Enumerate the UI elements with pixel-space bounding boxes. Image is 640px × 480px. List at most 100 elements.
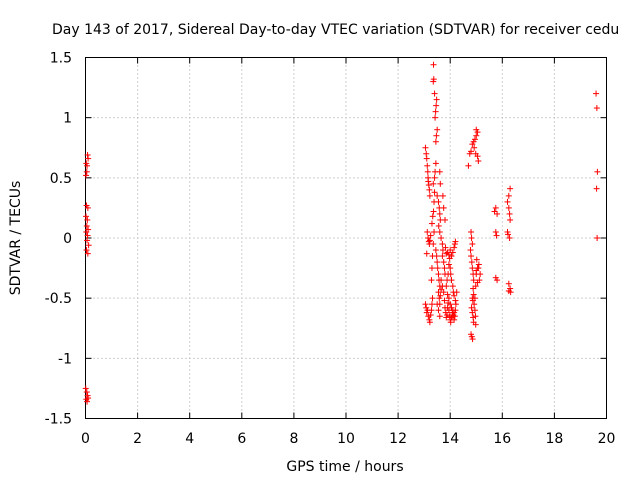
data-point — [429, 295, 436, 302]
data-point — [471, 301, 478, 308]
data-point — [443, 283, 450, 290]
data-point — [83, 168, 90, 175]
data-point — [425, 182, 432, 189]
data-point — [440, 204, 447, 211]
data-point — [430, 241, 437, 248]
data-point — [436, 168, 443, 175]
data-point — [468, 148, 475, 155]
data-point — [471, 307, 478, 314]
data-point — [85, 395, 92, 402]
data-point — [443, 250, 450, 257]
data-point — [441, 297, 448, 304]
data-point — [445, 271, 452, 278]
data-point — [435, 307, 442, 314]
data-point — [426, 237, 433, 244]
data-point — [432, 247, 439, 254]
data-point — [449, 283, 456, 290]
data-point — [471, 144, 478, 151]
data-point — [473, 126, 480, 133]
data-point — [83, 247, 90, 254]
data-point — [423, 150, 430, 157]
data-point — [473, 256, 480, 263]
data-point — [428, 307, 435, 314]
data-point — [84, 232, 91, 239]
data-point — [437, 180, 444, 187]
data-point — [594, 168, 601, 175]
data-point — [470, 291, 477, 298]
data-point — [436, 313, 443, 320]
data-point — [84, 237, 91, 244]
data-point — [505, 280, 512, 287]
data-point — [441, 216, 448, 223]
data-point — [434, 192, 441, 199]
x-tick-label: 8 — [289, 431, 298, 447]
data-point — [472, 283, 479, 290]
data-point — [433, 96, 440, 103]
x-tick-label: 0 — [81, 431, 90, 447]
data-point — [434, 126, 441, 133]
data-point — [426, 186, 433, 193]
data-point — [594, 235, 601, 241]
data-point — [468, 259, 475, 266]
data-point — [434, 265, 441, 272]
data-point — [430, 208, 437, 215]
data-point — [472, 321, 479, 328]
data-point — [426, 192, 433, 199]
data-point — [593, 185, 600, 192]
data-point — [447, 301, 454, 308]
data-point — [427, 232, 434, 239]
data-point — [431, 174, 438, 181]
data-point — [449, 313, 456, 320]
data-point — [422, 301, 429, 308]
data-point — [85, 242, 92, 249]
data-point — [473, 132, 480, 139]
data-point — [444, 312, 451, 319]
data-point — [444, 277, 451, 284]
x-tick-label: 2 — [133, 431, 142, 447]
data-point — [435, 222, 442, 229]
data-point — [507, 185, 514, 192]
data-point — [469, 265, 476, 272]
x-tick-label: 6 — [237, 431, 246, 447]
x-axis-label: GPS time / hours — [286, 459, 403, 475]
data-point — [593, 105, 600, 112]
x-tick-label: 4 — [185, 431, 194, 447]
data-point — [452, 301, 459, 308]
data-point — [472, 313, 479, 320]
data-point — [505, 231, 512, 238]
data-point — [434, 259, 441, 266]
data-point — [428, 220, 435, 227]
data-point — [433, 102, 440, 109]
data-point — [83, 222, 90, 229]
data-point — [440, 259, 447, 266]
y-tick-label: 0.5 — [50, 171, 72, 187]
data-point — [422, 144, 429, 151]
data-point — [506, 235, 513, 241]
data-point — [451, 244, 458, 251]
data-point — [432, 108, 439, 115]
data-point — [82, 385, 89, 392]
data-point — [452, 238, 459, 245]
y-tick-label: -0.5 — [45, 291, 72, 307]
data-point — [438, 235, 445, 241]
data-point — [440, 289, 447, 296]
data-point — [494, 210, 501, 217]
data-point — [471, 295, 478, 302]
data-point — [424, 162, 431, 169]
data-point — [432, 138, 439, 145]
data-point — [430, 180, 437, 187]
data-point — [83, 172, 90, 179]
data-point — [445, 261, 452, 268]
data-point — [451, 292, 458, 299]
axis-ticks: 0 2 4 6 8 10 12 14 16 18 20 -1.5 -1 -0.5 0 0.5 1 1.5 — [45, 51, 616, 448]
data-point — [423, 155, 430, 162]
data-point — [431, 90, 438, 97]
data-point — [468, 235, 475, 241]
data-point — [439, 241, 446, 248]
data-point — [441, 265, 448, 272]
y-tick-label: 0 — [63, 231, 72, 247]
data-point — [492, 274, 499, 281]
data-point — [426, 319, 433, 326]
data-point — [433, 132, 440, 139]
x-tick-label: 18 — [545, 431, 563, 447]
